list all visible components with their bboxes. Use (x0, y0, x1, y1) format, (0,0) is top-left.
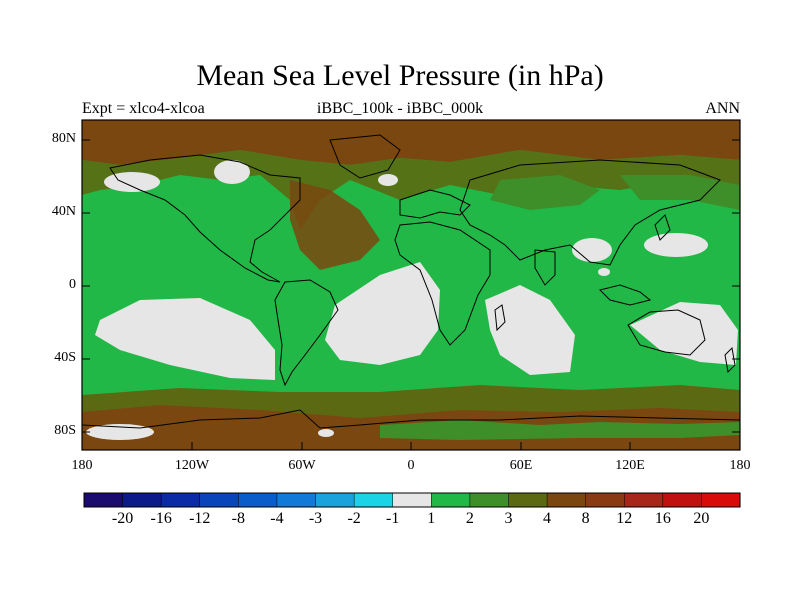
colorbar-label: -2 (347, 510, 361, 527)
colorbar-swatch (353, 492, 394, 508)
colorbar (83, 492, 741, 508)
field-gray-satlantic (325, 262, 440, 365)
colorbar-swatch (315, 492, 355, 508)
field-gray-taiwan (598, 268, 610, 276)
colorbar-swatch (83, 492, 124, 508)
field-gray-spacific (95, 298, 275, 380)
lat-tick-label: 40N (51, 204, 76, 219)
coastlines (82, 134, 740, 429)
colorbar-swatch (701, 492, 741, 508)
field-gray-australia (630, 302, 738, 365)
colorbar-label: -1 (386, 510, 400, 527)
colorbar-swatch (623, 492, 664, 508)
colorbar-label: -8 (231, 510, 245, 527)
lon-tick-label: 180 (71, 458, 93, 473)
colorbar-label: 3 (504, 510, 513, 527)
colorbar-label: 2 (465, 510, 474, 527)
lon-tick-label: 180 (729, 458, 751, 473)
colorbar-label: -12 (189, 510, 211, 527)
colorbar-swatch (585, 492, 625, 508)
field-gray-alaska (104, 172, 160, 192)
field-gray-weddell (318, 429, 334, 437)
comparison-label: iBBC_100k - iBBC_000k (316, 100, 484, 117)
experiment-label: Expt = xlco4-xlcoa (82, 100, 205, 117)
colorbar-label: -3 (308, 510, 323, 527)
colorbar-swatch (431, 492, 471, 508)
colorbar-swatch (276, 492, 317, 508)
lat-tick-label: 80N (51, 131, 76, 146)
map-title: Mean Sea Level Pressure (in hPa) (196, 59, 604, 92)
colorbar-swatch (546, 492, 587, 508)
field-pacific-mid (620, 175, 740, 210)
field-gray-indian (485, 285, 575, 375)
field-antarctic-mid (380, 420, 740, 440)
colorbar-frame (83, 492, 741, 508)
colorbar-swatch (469, 492, 510, 508)
axis-ticks (81, 139, 741, 450)
lat-tick-label: 80S (54, 423, 76, 438)
field-north-brown (82, 120, 740, 165)
lon-tick-label: 120E (615, 458, 645, 473)
field-gray-china (572, 238, 612, 262)
lon-tick-label: 0 (407, 458, 415, 473)
lat-tick-label: 40S (54, 350, 76, 365)
colorbar-swatch (160, 492, 201, 508)
colorbar-swatch (199, 492, 239, 508)
colorbar-swatch (238, 492, 278, 508)
season-label: ANN (705, 100, 740, 117)
colorbar-label: 20 (693, 510, 710, 527)
colorbar-label: -16 (150, 510, 172, 527)
colorbar-swatch (508, 492, 548, 508)
field-gray-ross (86, 424, 154, 440)
colorbar-swatch (662, 492, 702, 508)
field-gray-greenland (378, 174, 398, 186)
pressure-field (82, 120, 740, 450)
field-atlantic-brown (290, 180, 380, 270)
colorbar-swatch (122, 492, 162, 508)
colorbar-swatch (392, 492, 432, 508)
colorbar-label: -4 (270, 510, 284, 527)
colorbar-label: -20 (111, 510, 134, 527)
field-gray-npacific (644, 233, 708, 257)
lat-tick-label: 0 (69, 277, 76, 292)
field-gray-canada (214, 160, 250, 184)
colorbar-label: 4 (543, 510, 552, 527)
lon-tick-label: 60E (509, 458, 533, 473)
lon-tick-label: 120W (174, 458, 210, 473)
colorbar-label: 8 (581, 510, 590, 527)
colorbar-label: 1 (427, 510, 436, 527)
field-asia-mid (490, 175, 600, 210)
colorbar-label: 16 (654, 510, 671, 527)
lon-tick-label: 60W (288, 458, 316, 473)
colorbar-label: 12 (616, 510, 633, 527)
